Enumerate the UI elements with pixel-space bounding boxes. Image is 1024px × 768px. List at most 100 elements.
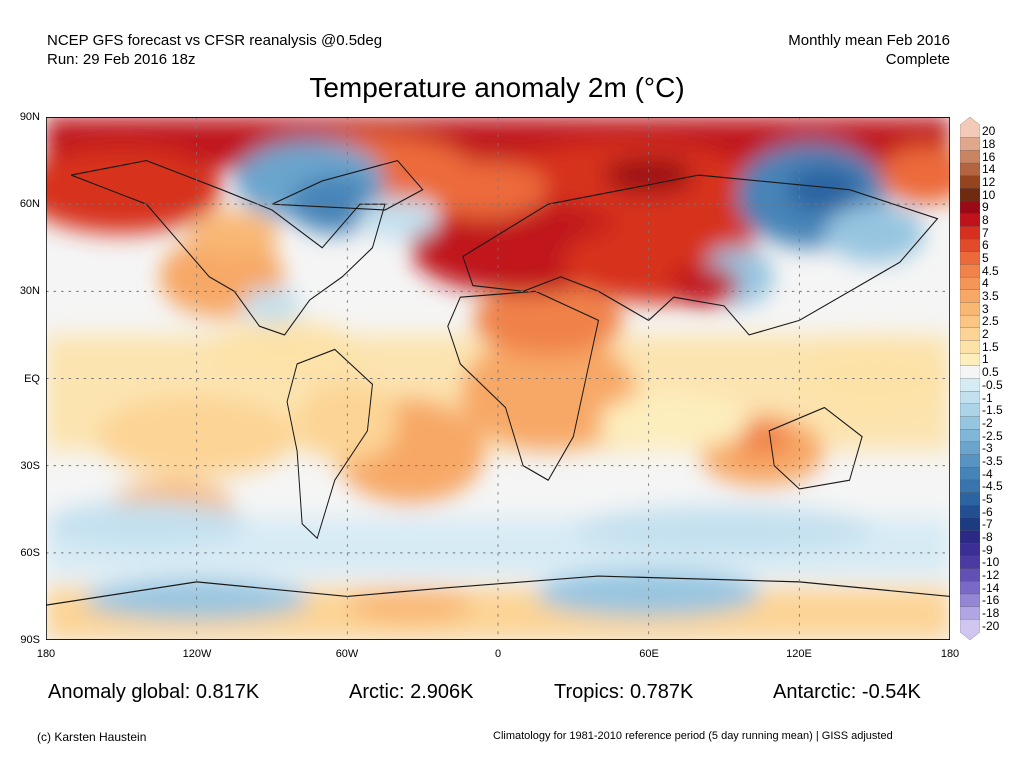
colorbar-swatch [960,327,980,341]
colorbar-swatch [960,593,980,608]
colorbar-swatch [960,365,980,379]
colorbar-label: 7 [982,225,989,240]
colorbar-swatch [960,226,980,240]
climatology-note: Climatology for 1981-2010 reference peri… [493,730,893,742]
colorbar-swatch [960,188,980,202]
colorbar-label: -1 [982,390,993,405]
colorbar-label: 2 [982,327,989,342]
colorbar-label: -3 [982,441,993,456]
coastlines [46,159,950,606]
colorbar-label: 10 [982,187,996,202]
lat-label-90s: 90S [20,634,40,646]
colorbar-label: -1.5 [982,403,1003,418]
colorbar-label: -5 [982,491,993,506]
lon-label-120e: 120E [786,648,812,660]
colorbar-label: 4.5 [982,263,999,278]
colorbar-label: 0.5 [982,365,999,380]
stat-tropics: Tropics: 0.787K [554,681,694,703]
colorbar-swatch [960,200,980,215]
colorbar-label: -2 [982,415,993,430]
colorbar-label: 12 [982,175,996,190]
colorbar-label: -8 [982,529,993,544]
colorbar-label: 16 [982,149,996,164]
colorbar-label: 4 [982,276,989,291]
header-right: Monthly mean Feb 2016 Complete [788,31,950,69]
colorbar-swatch [960,492,980,506]
colorbar-label: -16 [982,593,1000,608]
colorbar-label: 20 [982,124,996,139]
colorbar-swatch [960,352,980,367]
colorbar-swatch [960,429,980,443]
colorbar-label: 18 [982,137,996,151]
lat-label-30s: 30S [20,460,40,472]
colorbar-swatch [960,175,980,189]
colorbar-swatch [960,441,980,456]
colorbar-swatch [960,454,980,468]
colorbar-label: 2.5 [982,314,999,329]
stat-arctic: Arctic: 2.906K [349,681,474,703]
period-text: Monthly mean Feb 2016 [788,32,950,49]
colorbar-swatch [960,276,980,291]
credit-text: (c) Karsten Haustein [37,730,147,744]
colorbar-swatch [960,137,980,151]
colorbar-label: 14 [982,162,996,177]
colorbar-label: -12 [982,567,1000,582]
colorbar-swatch [960,619,980,640]
lat-label-30n: 30N [19,285,40,297]
colorbar-label: 3 [982,301,989,316]
colorbar-swatch [960,264,980,278]
colorbar-swatch [960,416,980,430]
colorbar-label: -3.5 [982,453,1003,468]
colorbar-swatch [960,568,980,582]
colorbar-swatch [960,467,980,481]
colorbar-label: 9 [982,200,989,215]
lon-label-120w: 120W [182,648,212,660]
status-text: Complete [885,51,950,68]
colorbar-swatch [960,213,980,227]
colorbar-swatch [960,391,980,405]
colorbar-swatch [960,238,980,253]
source-text: NCEP GFS forecast vs CFSR reanalysis @0.… [47,32,383,49]
lat-label-60n: 60N [19,198,40,210]
header-left: NCEP GFS forecast vs CFSR reanalysis @0.… [47,31,382,69]
graticule [46,117,950,640]
colorbar-label: -20 [982,618,1000,633]
colorbar-swatch [960,289,980,303]
colorbar-label: -4.5 [982,479,1003,494]
lat-label-90n: 90N [19,111,40,123]
map-title: Temperature anomaly 2m (°C) [309,72,685,103]
colorbar-label: -0.5 [982,377,1003,392]
colorbar-label: -6 [982,504,993,519]
colorbar-label: 5 [982,251,989,266]
lon-label-180w: 180 [36,648,56,660]
colorbar-swatch [960,314,980,329]
colorbar-label: 1 [982,352,989,367]
colorbar [960,117,980,640]
colorbar-swatch [960,555,980,570]
lon-label-60w: 60W [335,648,359,660]
colorbar-swatch [960,162,980,177]
colorbar-swatch [960,302,980,316]
colorbar-swatch [960,150,980,164]
colorbar-label: -7 [982,517,993,532]
lat-label-eq: EQ [24,373,40,385]
colorbar-swatch [960,517,980,532]
colorbar-swatch [960,606,980,620]
colorbar-swatch [960,479,980,494]
stat-global: Anomaly global: 0.817K [48,681,260,703]
colorbar-label: 6 [982,238,989,253]
colorbar-swatch [960,117,980,138]
lon-label-60e: 60E [639,648,659,660]
colorbar-label: -9 [982,542,993,557]
colorbar-swatch [960,378,980,392]
colorbar-swatch [960,340,980,354]
colorbar-swatch [960,403,980,417]
anomaly-map [46,117,950,640]
lat-label-60s: 60S [20,547,40,559]
colorbar-label: -18 [982,605,1000,620]
colorbar-swatch [960,530,980,544]
lon-label-180e: 180 [940,648,960,660]
colorbar-label: 1.5 [982,339,999,354]
colorbar-swatch [960,543,980,557]
colorbar-label: -14 [982,580,1000,595]
